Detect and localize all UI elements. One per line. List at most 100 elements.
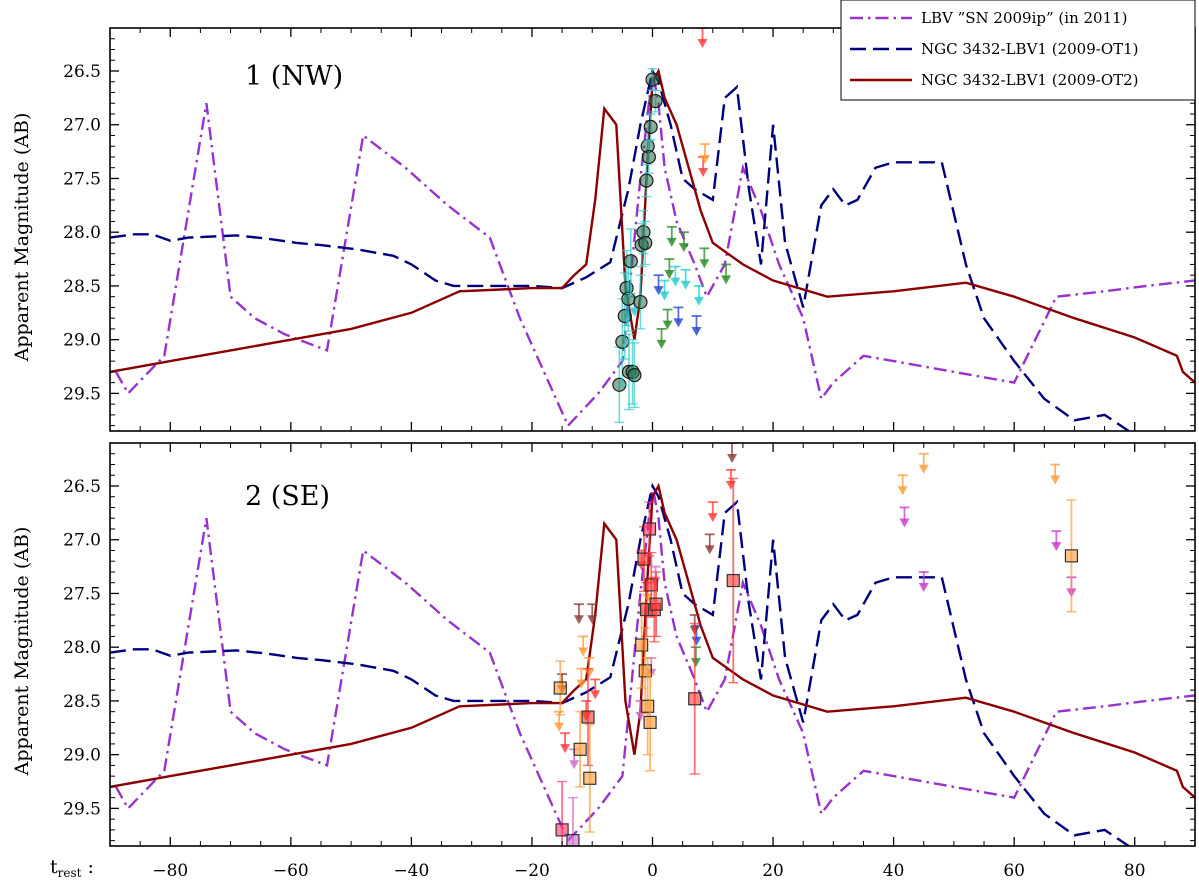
upper-limit-arrow <box>578 635 589 657</box>
detection-square <box>643 673 657 772</box>
detection-square <box>1064 499 1079 613</box>
x-tick-label: 40 <box>883 861 905 881</box>
series-line-2 <box>110 67 1195 384</box>
detection-square <box>583 723 597 833</box>
detection-square <box>649 571 663 638</box>
legend-entry: LBV ”SN 2009ip” (in 2011) <box>921 9 1128 27</box>
upper-limit-arrow <box>653 274 664 296</box>
y-tick-label: 27.0 <box>63 116 101 136</box>
detection-circle <box>641 140 656 174</box>
upper-limit-arrow <box>707 501 718 523</box>
detection-circle <box>638 220 653 266</box>
x-tick-label: 80 <box>1124 861 1146 881</box>
x-tick-label: −60 <box>273 861 309 881</box>
upper-limit-arrow <box>918 452 929 474</box>
upper-limit-arrow <box>659 279 670 301</box>
series-line-0 <box>114 70 1195 428</box>
x-tick-label: −80 <box>152 861 188 881</box>
upper-limit-arrow <box>678 231 689 253</box>
x-tick-label: −40 <box>393 861 429 881</box>
upper-limit-arrow <box>680 268 691 290</box>
upper-limit-arrow <box>897 474 908 496</box>
panel-title-se: 2 (SE) <box>245 481 330 512</box>
legend: LBV ”SN 2009ip” (in 2011) NGC 3432-LBV1 (… <box>840 0 1196 101</box>
detection-circle <box>643 113 658 141</box>
upper-limit-arrow <box>693 285 704 306</box>
detection-circle <box>639 163 654 198</box>
detection-circle <box>645 68 660 92</box>
y-tick-label: 29.0 <box>63 746 101 766</box>
upper-limit-arrow <box>656 328 667 349</box>
detection-square <box>553 660 567 716</box>
series-line-1 <box>110 482 1131 846</box>
series-line-1 <box>110 67 1131 431</box>
x-tick-label: −20 <box>514 861 550 881</box>
upper-limit-arrow <box>899 506 910 528</box>
x-tick-label: 60 <box>1003 861 1025 881</box>
upper-limit-arrow <box>721 263 732 285</box>
detection-square <box>566 796 580 846</box>
legend-entry: NGC 3432-LBV1 (2009-OT2) <box>921 71 1139 89</box>
upper-limit-arrow <box>664 258 675 280</box>
upper-limit-arrow <box>691 315 702 337</box>
legend-entry: NGC 3432-LBV1 (2009-OT1) <box>921 40 1139 58</box>
y-tick-label: 27.5 <box>63 584 101 604</box>
upper-limit-arrow <box>590 678 601 700</box>
x-axis-label: trest : <box>50 856 94 880</box>
upper-limit-arrow <box>918 571 929 592</box>
upper-limit-arrow <box>1051 530 1062 552</box>
upper-limit-arrow <box>699 247 710 269</box>
y-tick-label: 29.5 <box>63 384 101 404</box>
panel-se: 26.5 27.0 27.5 28.0 28.5 29.0 29.5 −80 −60 −40 −20… <box>11 442 1196 881</box>
y-axis-label-top: Apparent Magnitude (AB) <box>11 113 33 363</box>
detection-circle <box>633 274 648 330</box>
detection-square <box>642 501 657 557</box>
upper-limit-arrow <box>699 143 710 165</box>
x-tick-label: 20 <box>762 861 784 881</box>
y-tick-label: 28.0 <box>63 223 101 243</box>
x-axis-label-t: t <box>50 856 58 878</box>
detection-square <box>726 477 740 684</box>
detection-circle <box>621 265 636 332</box>
upper-limit-arrow <box>573 603 584 625</box>
upper-limit-arrow <box>587 603 598 625</box>
upper-limit-arrow <box>727 443 738 463</box>
upper-limit-arrow <box>697 28 708 48</box>
upper-limit-arrow <box>666 225 677 247</box>
upper-limit-arrow <box>560 732 571 754</box>
x-tick-label: 0 <box>647 861 658 881</box>
detection-circle <box>627 342 642 409</box>
series-line-0 <box>114 485 1195 843</box>
panel-title-nw: 1 (NW) <box>245 61 343 92</box>
detection-square <box>581 667 595 767</box>
upper-limit-arrow <box>670 265 681 287</box>
y-tick-label: 27.0 <box>63 531 101 551</box>
upper-limit-arrow <box>662 308 673 330</box>
y-axis-label-bottom: Apparent Magnitude (AB) <box>11 527 33 777</box>
y-tick-label: 29.5 <box>63 799 101 819</box>
upper-limit-arrow <box>704 533 715 555</box>
y-tick-label: 28.5 <box>63 692 101 712</box>
detection-circle <box>648 89 663 113</box>
detection-square <box>573 710 587 788</box>
upper-limit-arrow <box>1050 463 1061 485</box>
upper-limit-arrow <box>554 710 565 732</box>
detection-square <box>688 622 702 775</box>
upper-limit-arrow <box>673 306 684 328</box>
y-tick-label: 27.5 <box>63 169 101 189</box>
detection-square <box>639 582 654 638</box>
detection-square <box>555 780 569 846</box>
detection-circle <box>636 209 651 255</box>
x-axis-label-colon: : <box>81 856 93 878</box>
upper-limit-arrow <box>725 468 736 490</box>
upper-limit-arrow <box>690 646 701 668</box>
y-tick-label: 28.5 <box>63 277 101 297</box>
y-tick-label: 28.0 <box>63 638 101 658</box>
x-axis-label-subscript: rest <box>58 866 82 880</box>
y-tick-label: 29.0 <box>63 331 101 351</box>
y-tick-label: 26.5 <box>63 477 101 497</box>
upper-limit-arrow <box>584 657 595 678</box>
y-tick-label: 26.5 <box>63 62 101 82</box>
detection-circle <box>623 228 638 295</box>
